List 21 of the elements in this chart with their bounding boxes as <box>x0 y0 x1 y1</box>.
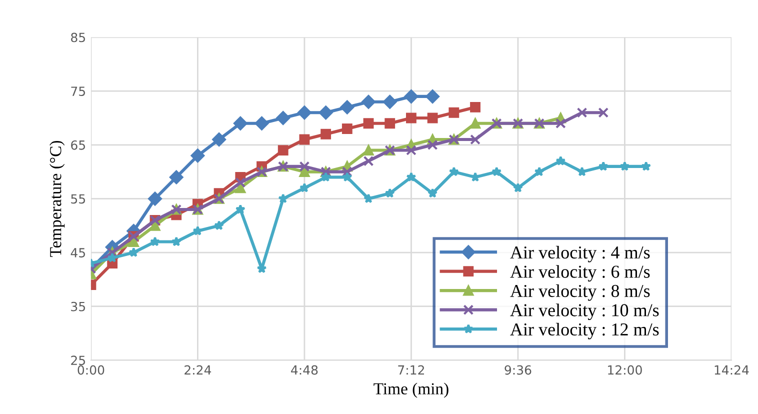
x-tick-label: 2:24 <box>184 365 212 375</box>
y-tick-label: 65 <box>71 140 86 150</box>
legend-label: Air velocity : 12 m/s <box>510 322 659 340</box>
legend-label: Air velocity : 10 m/s <box>510 304 659 320</box>
y-tick-label: 35 <box>71 302 86 312</box>
legend-label: Air velocity : 6 m/s <box>510 265 650 282</box>
y-tick-label: 75 <box>71 86 86 96</box>
x-tick-label: 0:00 <box>78 365 104 375</box>
y-tick-label: 25 <box>71 356 86 366</box>
legend-label: Air velocity : 8 m/s <box>510 284 650 301</box>
x-axis-title: Time (min) <box>374 382 448 398</box>
legend-label: Air velocity : 4 m/s <box>510 246 650 262</box>
x-tick-label: 14:24 <box>714 365 749 375</box>
x-tick-label: 9:36 <box>504 365 532 375</box>
y-tick-label: 85 <box>71 32 86 42</box>
y-axis-title: Temperature (°C) <box>50 140 65 257</box>
y-tick-label: 55 <box>71 194 86 204</box>
x-tick-label: 4:48 <box>291 365 318 375</box>
y-tick-label: 45 <box>70 248 86 258</box>
x-tick-label: 12:00 <box>608 365 642 375</box>
x-tick-label: 7:12 <box>398 365 424 375</box>
